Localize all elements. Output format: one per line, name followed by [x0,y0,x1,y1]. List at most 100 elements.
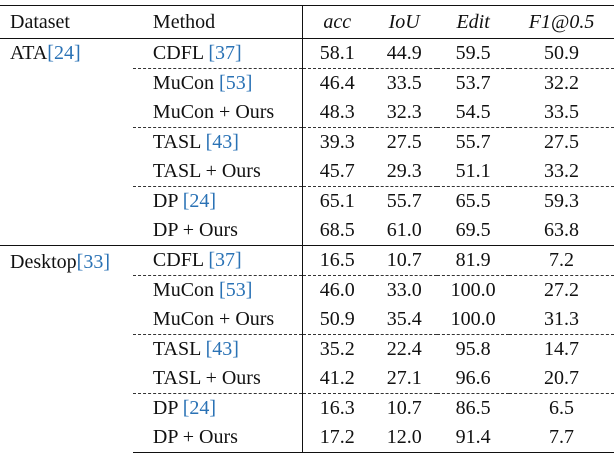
table-row: TASL + Ours 41.2 27.1 96.6 20.7 [0,364,614,394]
method-citation: [37] [208,42,242,64]
acc-value: 17.2 [302,423,372,453]
edit-value: 69.5 [455,219,491,241]
edit-value: 91.4 [437,423,510,453]
method-name: MuCon [152,279,220,301]
edit-value: 55.7 [437,127,510,157]
iou-value: 10.7 [371,393,438,423]
iou-value: 44.9 [386,42,422,64]
method-name: TASL [152,131,206,153]
f1-value: 33.5 [544,101,580,123]
edit-value: 95.8 [437,334,510,364]
table-body: ATA[24] CDFL [37] 58.1 44.9 59.5 50.9 MuCon [5… [0,38,614,453]
method-name: TASL [152,338,206,360]
edit-value: 81.9 [437,245,510,276]
edit-value: 96.6 [455,367,491,389]
table-row: MuCon [53] 46.0 33.0 100.0 27.2 [0,275,614,305]
method-name: CDFL [152,249,209,271]
method-citation: [37] [208,249,242,271]
method-citation: [43] [205,131,239,153]
f1-value: 59.3 [509,186,614,216]
method-name: DP + Ours [152,426,238,448]
acc-value: 48.3 [319,101,355,123]
table-row: Desktop[33] CDFL [37] 16.5 10.7 81.9 7.2 [0,245,614,453]
acc-value: 58.1 [319,42,355,64]
table-header-row: Dataset Method acc IoU Edit F1@0.5 [0,5,614,39]
edit-value: 59.5 [455,42,491,64]
method-cell: MuCon + Ours [132,98,304,128]
edit-value: 100.0 [437,275,510,305]
method-cell: TASL + Ours [132,157,304,187]
method-cell: TASL [43] [132,334,304,364]
acc-value: 65.1 [302,186,372,216]
method-citation: [53] [219,72,253,94]
header-method: Method [132,5,304,39]
iou-value: 10.7 [371,245,438,276]
table-row: DP + Ours 17.2 12.0 91.4 7.7 [0,423,614,453]
iou-value: 12.0 [371,423,438,453]
edit-value: 53.7 [437,68,510,98]
dataset-name: ATA [10,42,48,64]
edit-value: 86.5 [437,393,510,423]
acc-value: 35.2 [302,334,372,364]
table-row: MuCon + Ours 50.9 35.4 100.0 31.3 [0,305,614,335]
table-row: TASL [43] 35.2 22.4 95.8 14.7 [0,334,614,364]
method-cell: CDFL [37] [132,38,304,69]
f1-value: 27.2 [509,275,614,305]
header-edit: Edit [437,5,510,39]
dataset-citation: [24] [47,42,81,64]
dataset-cell: ATA[24] [0,39,133,246]
method-cell: DP [24] [132,186,304,216]
iou-value: 27.1 [386,367,422,389]
method-name: DP [152,397,183,419]
f1-value: 31.3 [544,308,580,330]
acc-value: 46.0 [302,275,372,305]
f1-value: 50.9 [544,42,580,64]
f1-value: 7.7 [509,423,614,453]
method-citation: [43] [205,338,239,360]
f1-value: 14.7 [509,334,614,364]
f1-value: 27.5 [509,127,614,157]
method-name: TASL + Ours [152,160,261,182]
method-citation: [24] [182,190,217,212]
method-citation: [53] [219,279,253,301]
table-row: TASL [43] 39.3 27.5 55.7 27.5 [0,127,614,157]
method-cell: DP [24] [132,393,304,423]
iou-value: 35.4 [386,308,422,330]
method-cell: DP + Ours [132,423,304,453]
iou-value: 29.3 [386,160,422,182]
header-f1: F1@0.5 [509,5,614,39]
method-name: DP + Ours [152,219,238,241]
method-cell: CDFL [37] [132,245,304,276]
acc-value: 39.3 [302,127,372,157]
header-dataset: Dataset [0,5,133,39]
iou-value: 22.4 [371,334,438,364]
iou-value: 32.3 [386,101,422,123]
acc-value: 41.2 [319,367,355,389]
table-row: TASL + Ours 45.7 29.3 51.1 33.2 [0,157,614,187]
acc-value: 45.7 [319,160,355,182]
acc-value: 50.9 [319,308,355,330]
method-name: CDFL [152,42,209,64]
edit-value: 100.0 [450,308,496,330]
f1-value: 6.5 [509,393,614,423]
iou-value: 33.0 [371,275,438,305]
method-name: DP [152,190,183,212]
iou-value: 27.5 [371,127,438,157]
acc-value: 16.5 [302,245,372,276]
method-cell: MuCon [53] [132,68,304,98]
table-row: MuCon + Ours 48.3 32.3 54.5 33.5 [0,98,614,128]
table-row: DP [24] 16.3 10.7 86.5 6.5 [0,393,614,423]
method-name: MuCon + Ours [152,101,275,123]
method-name: TASL + Ours [152,367,261,389]
f1-value: 33.2 [544,160,580,182]
table-row: MuCon [53] 46.4 33.5 53.7 32.2 [0,68,614,98]
iou-value: 55.7 [371,186,438,216]
f1-value: 20.7 [544,367,580,389]
method-citation: [24] [182,397,217,419]
f1-value: 7.2 [509,245,614,276]
method-cell: DP + Ours [132,216,304,246]
method-cell: TASL + Ours [132,364,304,394]
dataset-cell: Desktop[33] [0,245,133,453]
method-cell: MuCon + Ours [132,305,304,335]
